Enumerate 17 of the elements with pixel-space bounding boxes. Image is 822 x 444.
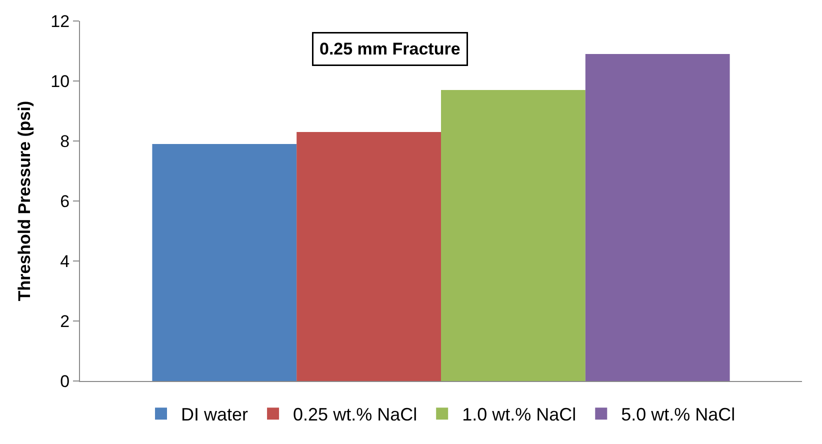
bar [296,132,441,381]
y-tick-label: 12 [50,12,70,31]
y-tick-label: 4 [60,252,70,271]
legend-label: 0.25 wt.% NaCl [293,404,418,425]
bar [152,144,297,381]
y-axis-title: Threshold Pressure (psi) [15,100,34,302]
text: 0.25 mm Fracture [320,40,460,58]
legend-label: 1.0 wt.% NaCl [462,404,576,425]
y-tick-label: 0 [60,372,70,391]
bar [585,54,730,381]
bar [441,90,586,381]
y-tick-label: 6 [60,192,70,211]
legend-label: DI water [181,404,248,425]
y-tick-label: 10 [50,72,70,91]
y-tick-label: 2 [60,312,70,331]
legend-label: 5.0 wt.% NaCl [621,404,736,425]
y-tick-label: 8 [60,132,70,151]
